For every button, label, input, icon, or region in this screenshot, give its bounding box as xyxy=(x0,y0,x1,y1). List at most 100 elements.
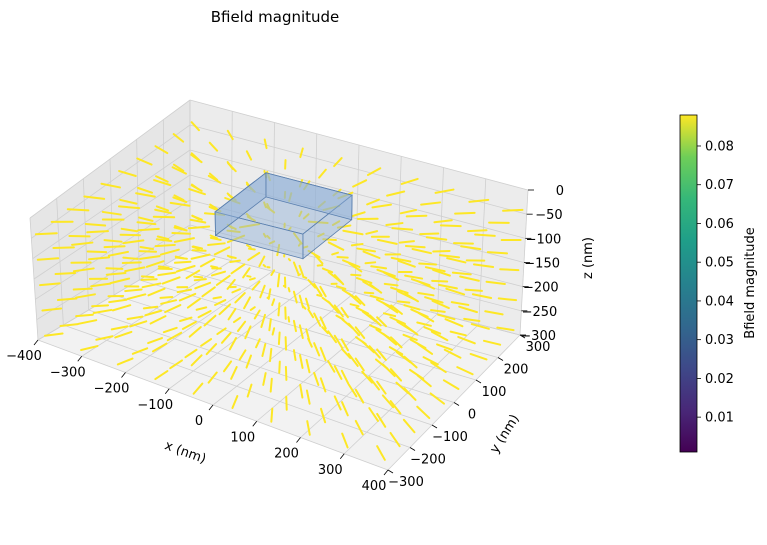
quiver-arrow xyxy=(454,211,476,215)
quiver-arrow xyxy=(173,260,192,264)
z-axis-ticks: 0 −50 −100 −150 −200 −250 −300 xyxy=(520,184,564,344)
quiver-arrow xyxy=(287,316,291,323)
quiver-arrow xyxy=(210,270,227,277)
quiver-arrow xyxy=(363,291,375,295)
quiver-arrow xyxy=(155,205,170,212)
quiver-arrow xyxy=(416,321,432,327)
quiver-arrow xyxy=(302,275,308,280)
quiver-arrow xyxy=(190,354,203,367)
quiver-arrow xyxy=(222,360,233,373)
quiver-arrow xyxy=(347,352,359,367)
quiver-arrow xyxy=(459,275,480,282)
quiver-arrow xyxy=(249,277,256,281)
quiver-arrow xyxy=(194,281,212,290)
quiver-arrow xyxy=(316,264,324,267)
quiver-arrow xyxy=(191,249,207,252)
back-gridline-z xyxy=(189,99,529,191)
quiver-arrow xyxy=(452,242,474,245)
quiver-arrow xyxy=(238,349,247,361)
quiver-arrow xyxy=(307,279,317,289)
colorbar-tick-label: 0.01 xyxy=(705,411,734,426)
quiver-arrow xyxy=(301,305,307,310)
quiver-arrow xyxy=(251,280,261,291)
x-axis-ticks: −400 −300 −200 −100 0 100 200 300 400 xyxy=(6,339,389,494)
quiver-arrow xyxy=(186,297,201,309)
quiver-arrow xyxy=(496,326,515,332)
quiver-arrow xyxy=(192,382,204,395)
quiver-arrow xyxy=(287,258,291,262)
quiver-arrow xyxy=(395,381,410,395)
quiver-arrow xyxy=(212,296,222,300)
quiver-arrow xyxy=(408,368,425,380)
quiver-arrow xyxy=(313,371,320,386)
quiver-arrow xyxy=(327,271,343,284)
quiver-arrow xyxy=(215,274,231,286)
left-gridline-z xyxy=(32,149,191,259)
quiver-arrow xyxy=(179,316,193,323)
quiver-arrow xyxy=(341,318,354,330)
quiver-arrow xyxy=(124,288,143,293)
colorbar-gradient xyxy=(679,114,698,453)
quiver-arrow xyxy=(116,357,134,366)
y-tick-label: 0 xyxy=(468,408,476,423)
colorbar-tick-label: 0.07 xyxy=(705,178,734,193)
quiver-arrow xyxy=(197,309,212,319)
quiver-arrow xyxy=(77,319,98,325)
quiver-arrow xyxy=(277,331,281,346)
x-tick-label: 0 xyxy=(195,414,203,429)
quiver-arrow xyxy=(122,239,145,245)
quiver-arrow xyxy=(154,370,169,381)
quiver-arrow xyxy=(118,170,137,177)
quiver-arrow xyxy=(456,366,474,376)
quiver-arrow xyxy=(120,227,139,233)
quiver-arrow xyxy=(159,248,180,256)
quiver-arrow xyxy=(262,372,267,386)
quiver-arrow xyxy=(292,261,300,276)
quiver-arrow xyxy=(287,226,292,231)
quiver-arrow xyxy=(276,243,281,257)
quiver-arrow xyxy=(349,303,360,308)
quiver-arrow xyxy=(307,337,313,348)
quiver-arrow xyxy=(126,315,144,320)
quiver-arrow xyxy=(234,292,246,304)
x-tick-label: −200 xyxy=(94,382,130,397)
colorbar-tick-label: 0.08 xyxy=(705,139,734,154)
quiver-arrow xyxy=(200,338,213,347)
quiver-arrow xyxy=(207,242,226,246)
quiver-arrow xyxy=(230,366,238,380)
quiver-arrow xyxy=(137,187,154,194)
quiver-arrow xyxy=(431,299,450,310)
quiver-arrow xyxy=(389,336,403,349)
quiver-arrow xyxy=(341,401,349,417)
quiver-arrow xyxy=(38,282,61,287)
z-tick-label: 0 xyxy=(556,184,564,199)
quiver-arrow xyxy=(178,292,197,302)
quiver-arrow xyxy=(389,431,401,448)
quiver-arrow xyxy=(416,405,431,420)
x-tick-mark xyxy=(296,437,301,443)
quiver-arrow xyxy=(298,264,305,277)
colorbar-tick-label: 0.06 xyxy=(705,217,734,232)
quiver-arrow xyxy=(451,271,472,276)
quiver-arrow xyxy=(449,330,467,337)
quiver-arrow xyxy=(354,357,365,372)
quiver-arrow xyxy=(253,309,261,320)
quiver-arrow xyxy=(313,282,323,297)
quiver-arrow xyxy=(111,304,132,312)
quiver-arrow xyxy=(302,213,310,220)
quiver-arrow xyxy=(354,388,365,404)
quiver-arrow xyxy=(142,305,159,310)
quiver-arrow xyxy=(340,369,349,384)
quiver-arrow xyxy=(83,195,106,200)
quiver-arrow xyxy=(375,328,391,340)
quiver-arrow xyxy=(432,268,451,277)
quiver-arrow xyxy=(260,313,267,329)
x-tick-mark xyxy=(164,388,170,394)
quiver-arrow xyxy=(162,326,178,334)
x-tick-mark xyxy=(121,372,126,378)
quiver-arrow xyxy=(292,290,298,304)
quiver-arrow xyxy=(220,331,232,344)
quiver-arrow xyxy=(356,247,377,253)
quiver-arrow xyxy=(313,312,322,327)
quiver-arrow xyxy=(429,392,445,405)
